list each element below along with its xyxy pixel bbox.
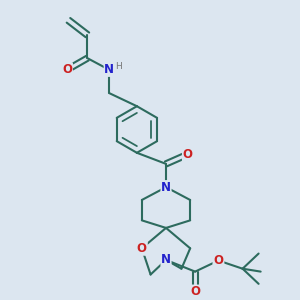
Text: O: O <box>137 242 147 255</box>
Text: H: H <box>115 62 122 71</box>
Text: O: O <box>213 254 224 267</box>
Text: N: N <box>161 181 171 194</box>
Text: O: O <box>183 148 193 161</box>
Text: N: N <box>104 63 114 76</box>
Text: O: O <box>62 63 72 76</box>
Text: O: O <box>190 286 200 298</box>
Text: N: N <box>161 254 171 266</box>
